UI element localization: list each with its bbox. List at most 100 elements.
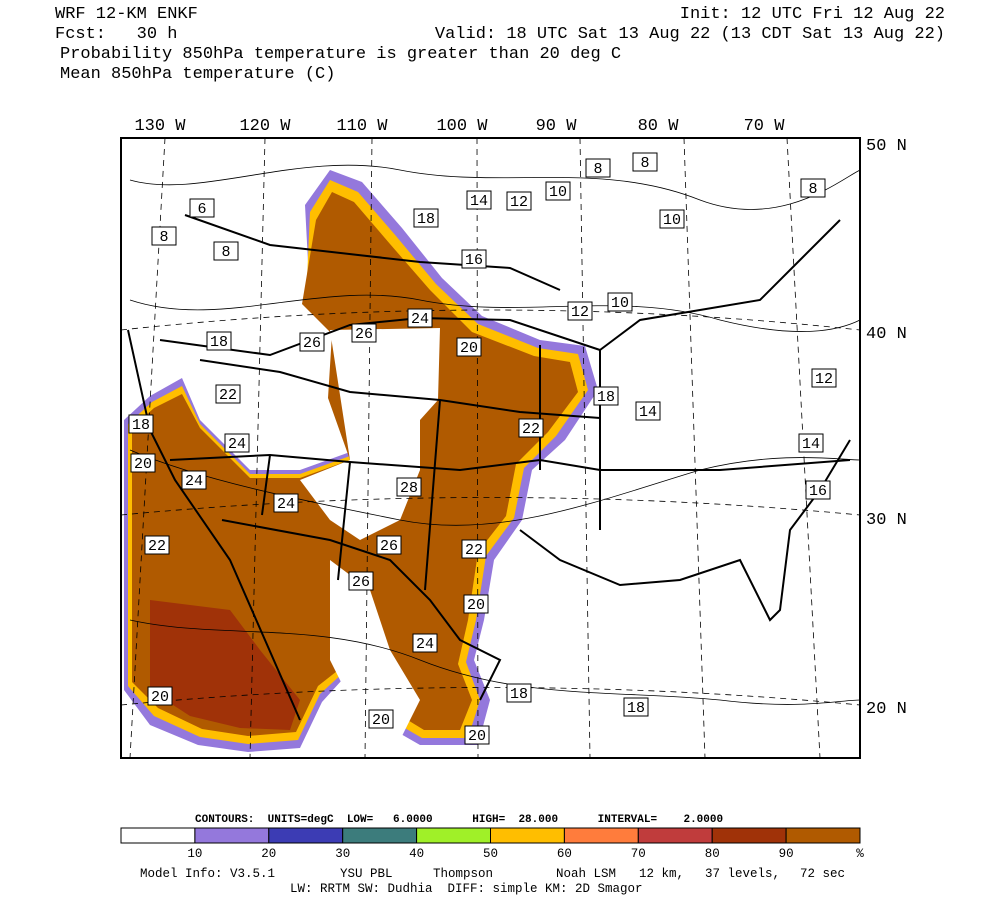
model-info: 37 levels, xyxy=(705,867,780,881)
model-info: YSU PBL xyxy=(340,867,393,881)
contour-label-box xyxy=(224,433,250,453)
latitude-labels: 50 N 40 N 30 N 20 N xyxy=(866,137,907,719)
contour-label: 28 xyxy=(400,480,418,497)
contour-label-box xyxy=(506,191,532,211)
contour-label: 18 xyxy=(510,686,528,703)
contour-label: 8 xyxy=(221,244,230,261)
field-description: Probability 850hPa temperature is greate… xyxy=(60,45,621,64)
colorbar-label: 90 xyxy=(779,847,794,861)
colorbar-label: 50 xyxy=(483,847,498,861)
contour-label-box xyxy=(206,331,232,351)
contour-label-box xyxy=(464,725,490,745)
contour-label-box xyxy=(456,337,482,357)
contour-label: 16 xyxy=(465,252,483,269)
contour-label: 20 xyxy=(134,456,152,473)
contour-label: 10 xyxy=(611,295,629,312)
contour-label: 14 xyxy=(802,436,820,453)
contour-label: 10 xyxy=(663,212,681,229)
latitude-label: 20 N xyxy=(866,700,907,719)
contour-label-box xyxy=(635,401,661,421)
graticule xyxy=(120,137,861,759)
contour-label: 22 xyxy=(465,542,483,559)
colorbar-swatch xyxy=(563,827,639,844)
contour-label-box xyxy=(348,571,374,591)
model-info: Noah LSM xyxy=(556,867,616,881)
contour-label-box xyxy=(407,308,433,328)
contour-label: 24 xyxy=(228,436,246,453)
contour-label-box xyxy=(593,386,619,406)
contour-label-box xyxy=(376,535,402,555)
contour-label: 24 xyxy=(416,636,434,653)
contour-label: 20 xyxy=(151,689,169,706)
contour-label: 8 xyxy=(640,155,649,172)
contour-label-box xyxy=(659,209,685,229)
contour-label-box xyxy=(585,158,611,178)
longitude-label: 90 W xyxy=(536,117,578,136)
border-line xyxy=(599,219,841,351)
contour-line xyxy=(129,164,861,210)
colorbar-label: 30 xyxy=(335,847,350,861)
contour-label-box xyxy=(518,418,544,438)
contour-label-box xyxy=(413,208,439,228)
contour-label-box xyxy=(351,323,377,343)
contour-label: 22 xyxy=(522,421,540,438)
contour-label-box xyxy=(213,241,239,261)
contour-label: 20 xyxy=(468,728,486,745)
contour-label: 14 xyxy=(470,193,488,210)
latitude-label: 40 N xyxy=(866,325,907,344)
contour-label-box xyxy=(461,539,487,559)
contour-label: 14 xyxy=(639,404,657,421)
contour-label-box xyxy=(461,249,487,269)
contour-label-box xyxy=(798,433,824,453)
contour-label: 24 xyxy=(411,311,429,328)
latitude-label: 50 N xyxy=(866,137,907,156)
colorbar-swatch xyxy=(711,827,787,844)
border-line xyxy=(184,214,561,291)
contour-label: 18 xyxy=(132,417,150,434)
colorbar-label: 60 xyxy=(557,847,572,861)
contour-label-box xyxy=(466,190,492,210)
contour-label: 8 xyxy=(808,181,817,198)
model-info: Thompson xyxy=(433,867,493,881)
contour-label-box xyxy=(506,683,532,703)
longitude-label: 130 W xyxy=(134,117,186,136)
contour-label-box xyxy=(463,594,489,614)
contour-line xyxy=(129,294,861,332)
valid-time: Valid: 18 UTC Sat 13 Aug 22 (13 CDT Sat … xyxy=(435,25,945,44)
meridian xyxy=(129,137,821,759)
border-line xyxy=(159,316,601,357)
contour-label: 10 xyxy=(549,184,567,201)
longitude-labels: 130 W 120 W 110 W 100 W 90 W 80 W 70 W xyxy=(134,117,785,136)
contour-label: 26 xyxy=(380,538,398,555)
colorbar-label: 70 xyxy=(631,847,646,861)
contour-label: 20 xyxy=(372,712,390,729)
contour-label: 8 xyxy=(159,229,168,246)
contour-line xyxy=(129,449,861,526)
contour-label: 6 xyxy=(197,201,206,218)
colorbar-label: 10 xyxy=(187,847,202,861)
border-line xyxy=(261,345,601,591)
longitude-label: 100 W xyxy=(436,117,488,136)
contour-label-box xyxy=(130,453,156,473)
colorbar-swatch xyxy=(490,827,565,844)
contour-label: 16 xyxy=(809,483,827,500)
contour-info: CONTOURS: UNITS=degC LOW= 6.0000 HIGH= 2… xyxy=(195,814,723,826)
colorbar-swatch xyxy=(268,827,344,844)
colorbar-label: 20 xyxy=(261,847,276,861)
contour-label-box xyxy=(128,414,154,434)
contour-label-box xyxy=(545,181,571,201)
contour-label: 22 xyxy=(219,387,237,404)
latitude-label: 30 N xyxy=(866,511,907,530)
colorbar-swatch xyxy=(785,827,861,844)
contour-label: 18 xyxy=(417,211,435,228)
contour-label: 12 xyxy=(571,304,589,321)
longitude-label: 80 W xyxy=(638,117,680,136)
probability-core xyxy=(150,600,300,730)
contour-label: 20 xyxy=(467,597,485,614)
colorbar-label: 80 xyxy=(705,847,720,861)
longitude-label: 70 W xyxy=(744,117,786,136)
contour-label: 12 xyxy=(815,371,833,388)
longitude-label: 120 W xyxy=(239,117,291,136)
